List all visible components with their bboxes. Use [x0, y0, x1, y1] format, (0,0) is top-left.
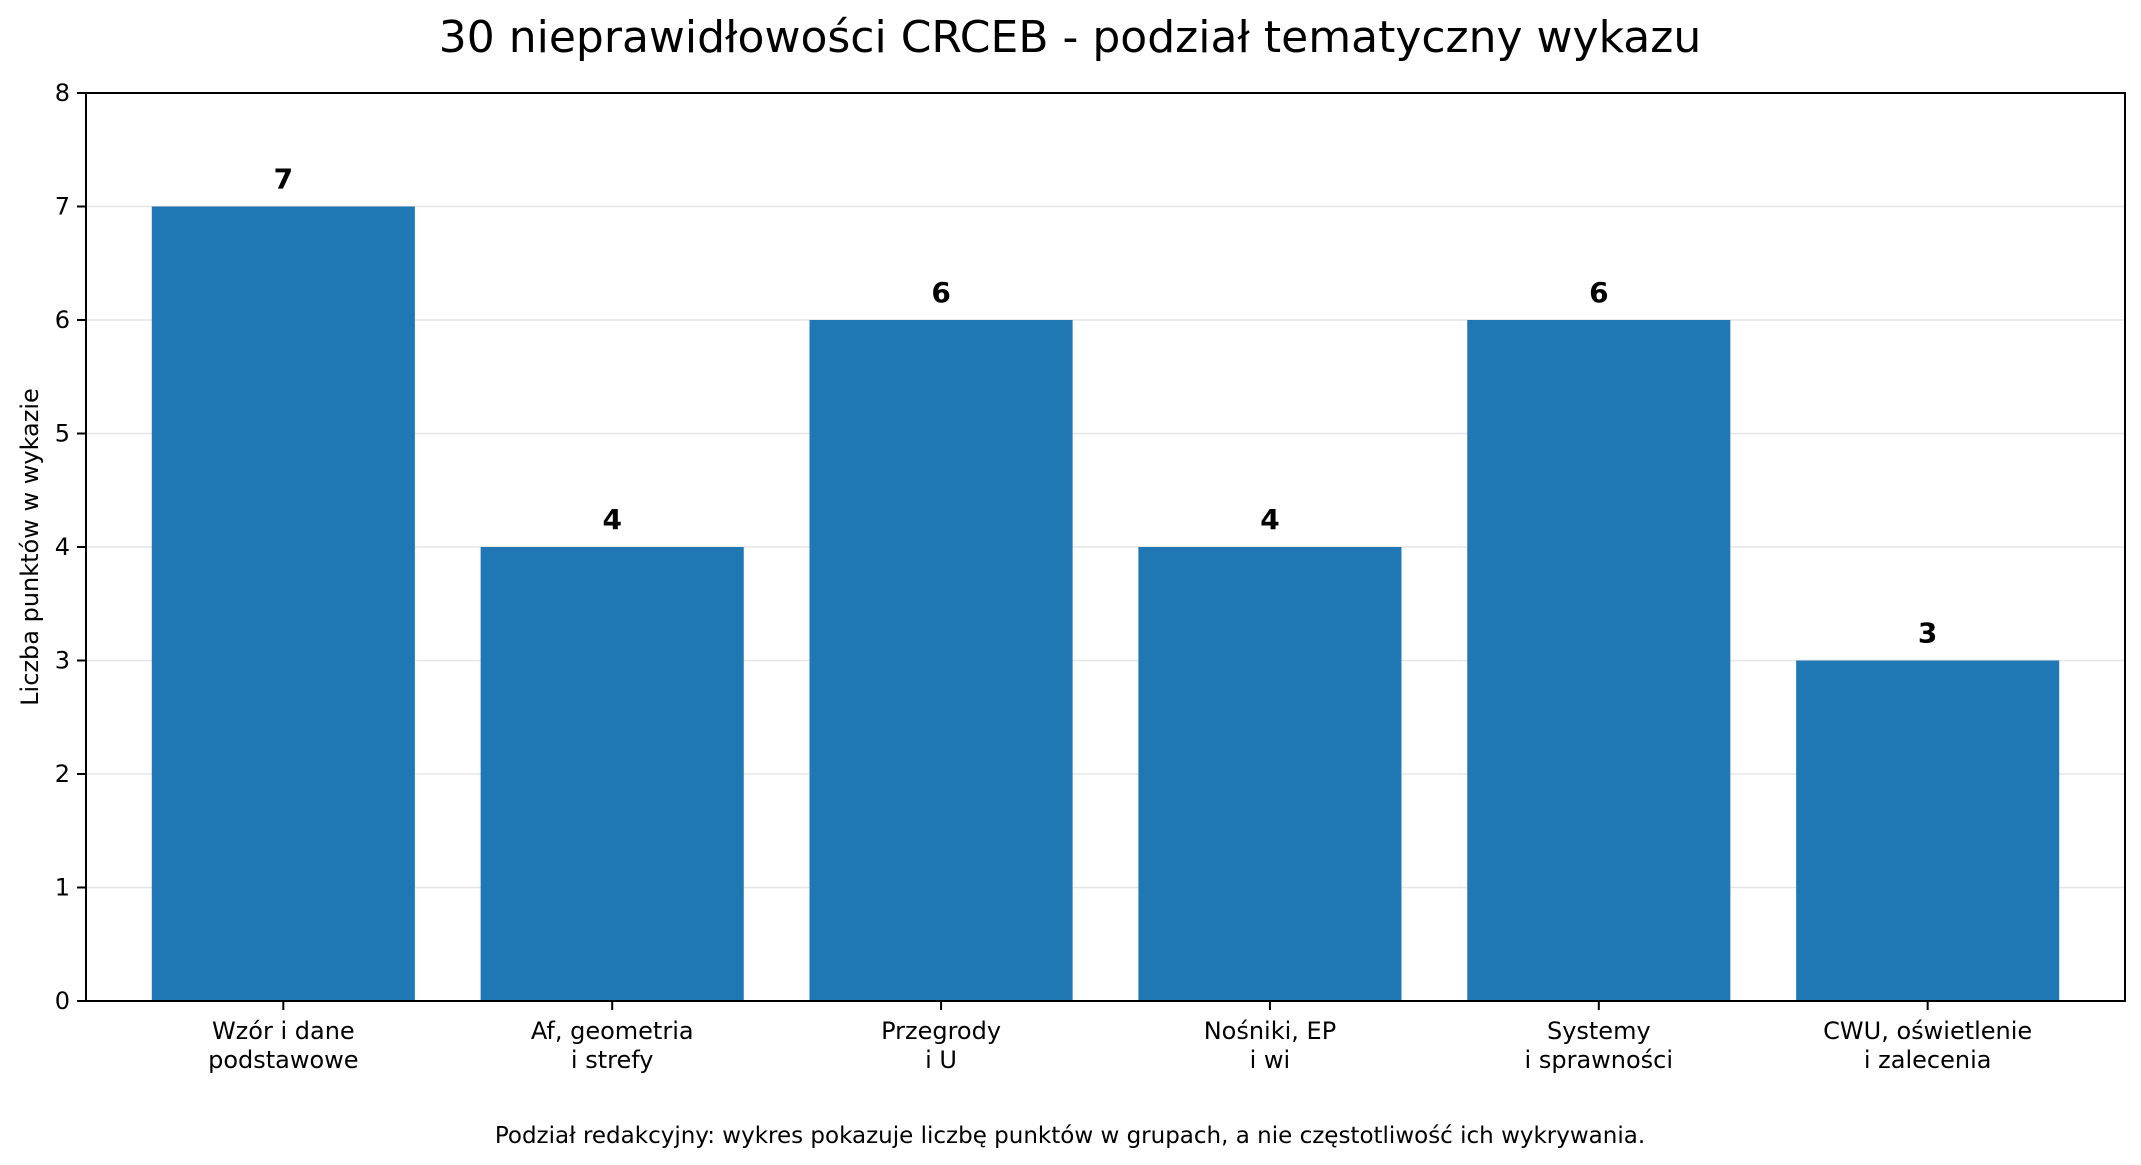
bar	[1138, 547, 1402, 1001]
x-tick-label-line: i strefy	[571, 1046, 654, 1074]
data-label: 7	[274, 163, 293, 196]
y-tick-label: 1	[55, 874, 70, 902]
y-axis-ticks: 0 1 2 3 4 5 6 7 8	[55, 79, 86, 1015]
data-labels: 7 4 6 4 6 3	[274, 163, 1938, 650]
y-axis-label: Liczba punktów w wykazie	[16, 388, 44, 706]
x-tick-label-line: Przegrody	[881, 1017, 1001, 1045]
y-tick-label: 2	[55, 760, 70, 788]
x-tick-label: Wzór i dane podstawowe	[208, 1017, 358, 1074]
data-label: 6	[931, 276, 950, 309]
data-label: 4	[1260, 503, 1279, 536]
x-tick-label: CWU, oświetlenie i zalecenia	[1823, 1017, 2032, 1074]
chart-footnote: Podział redakcyjny: wykres pokazuje licz…	[495, 1123, 1645, 1149]
bar	[151, 206, 415, 1001]
x-tick-label-line: i wi	[1250, 1046, 1291, 1074]
x-axis-ticks: Wzór i dane podstawowe Af, geometria i stre…	[208, 1001, 2032, 1074]
y-tick-label: 4	[55, 533, 70, 561]
y-tick-label: 0	[55, 987, 70, 1015]
data-label: 3	[1918, 617, 1937, 650]
x-tick-label: Nośniki, EP i wi	[1204, 1017, 1336, 1074]
bar	[480, 547, 744, 1001]
x-tick-label-line: i U	[925, 1046, 957, 1074]
x-tick-label-line: Systemy	[1547, 1017, 1651, 1045]
x-tick-label-line: Nośniki, EP	[1204, 1017, 1336, 1045]
grid-lines	[86, 205, 2125, 889]
x-tick-label: Af, geometria i strefy	[531, 1017, 694, 1074]
x-tick-label-line: Wzór i dane	[212, 1017, 355, 1045]
x-tick-label-line: Af, geometria	[531, 1017, 694, 1045]
chart-title: 30 nieprawidłowości CRCEB - podział tema…	[439, 12, 1701, 63]
data-label: 4	[602, 503, 621, 536]
bar	[1467, 320, 1731, 1001]
x-tick-label-line: podstawowe	[208, 1046, 358, 1074]
y-tick-label: 3	[55, 647, 70, 675]
y-tick-label: 7	[55, 193, 70, 221]
x-tick-label: Systemy i sprawności	[1525, 1017, 1674, 1074]
bar	[1796, 660, 2060, 1001]
x-tick-label-line: i sprawności	[1525, 1046, 1674, 1074]
x-tick-label: Przegrody i U	[881, 1017, 1001, 1074]
y-tick-label: 5	[55, 420, 70, 448]
y-tick-label: 6	[55, 306, 70, 334]
x-tick-label-line: CWU, oświetlenie	[1823, 1017, 2032, 1045]
data-label: 6	[1589, 276, 1608, 309]
bars	[151, 206, 2060, 1001]
x-tick-label-line: i zalecenia	[1864, 1046, 1992, 1074]
y-tick-label: 8	[55, 79, 70, 107]
bar	[809, 320, 1073, 1001]
